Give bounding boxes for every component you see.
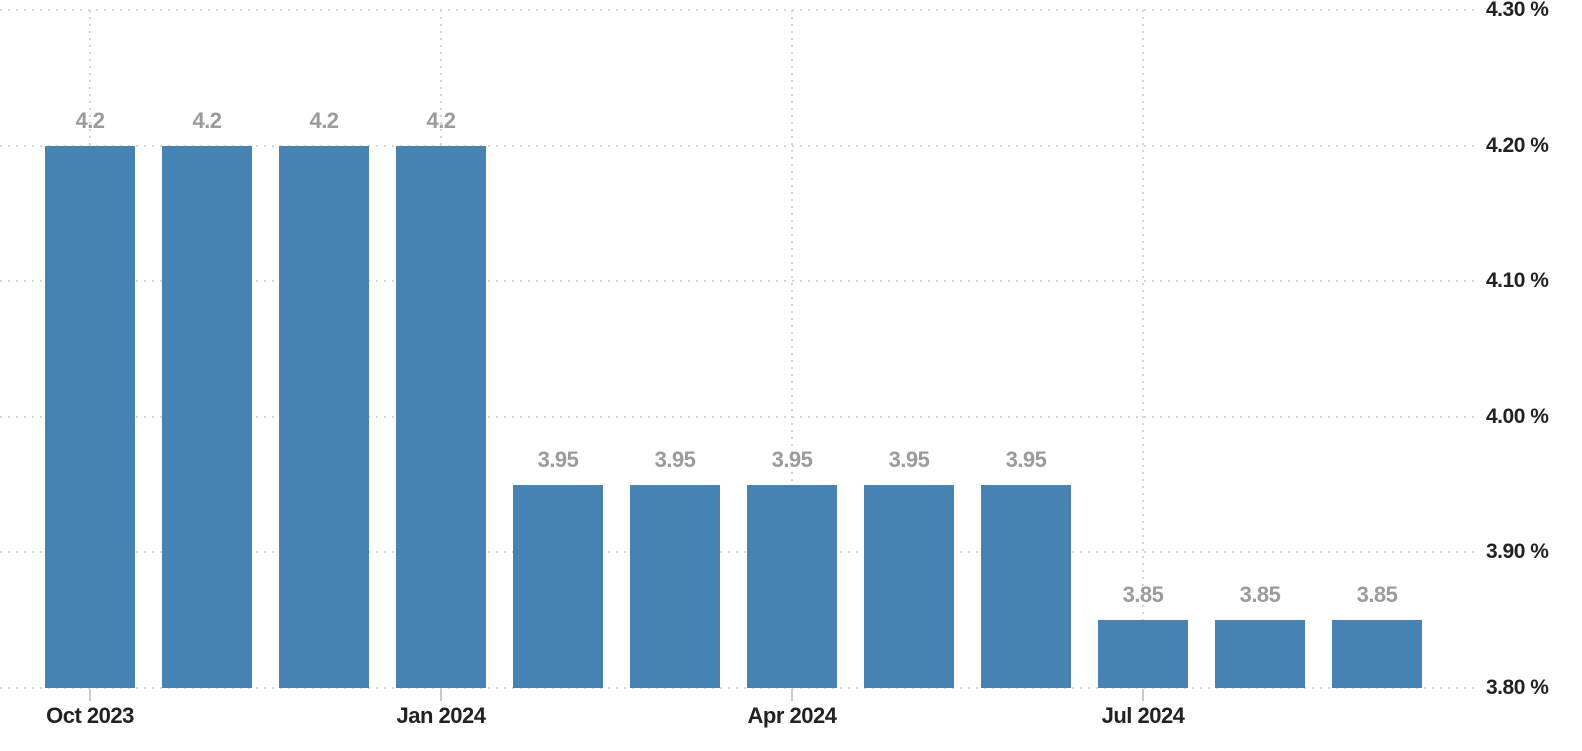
h-gridline [0, 9, 1478, 11]
x-tick-label: Apr 2024 [747, 703, 837, 728]
y-tick-label: 3.90 % [1486, 540, 1549, 564]
bar[interactable] [630, 484, 720, 688]
bar-value-label: 3.95 [771, 446, 813, 472]
v-gridline [1142, 10, 1144, 688]
bar-value-label: 4.2 [426, 107, 456, 133]
bar-value-label: 3.95 [537, 446, 579, 472]
v-gridline [791, 10, 793, 688]
bar[interactable] [981, 484, 1071, 688]
bar-value-label: 3.85 [1239, 582, 1281, 608]
bar[interactable] [1215, 620, 1305, 688]
h-gridline [0, 280, 1478, 283]
bar-value-label: 4.2 [75, 107, 105, 133]
h-gridline [0, 415, 1478, 418]
bar[interactable] [513, 484, 603, 688]
bar-value-label: 3.85 [1122, 582, 1164, 608]
x-tick-mark [791, 689, 793, 701]
bar-value-label: 4.2 [309, 107, 339, 133]
y-tick-label: 4.10 % [1486, 269, 1549, 293]
bar-value-label: 3.95 [888, 446, 930, 472]
bar[interactable] [45, 145, 135, 688]
h-gridline [0, 687, 1478, 689]
y-tick-label: 3.80 % [1486, 676, 1549, 699]
x-tick-mark [1142, 689, 1144, 701]
x-tick-label: Oct 2023 [46, 703, 134, 728]
bar[interactable] [1332, 620, 1422, 688]
h-gridline [0, 551, 1478, 554]
x-tick-mark [89, 689, 91, 701]
bar[interactable] [396, 145, 486, 688]
bar[interactable] [747, 484, 837, 688]
bar-value-label: 3.85 [1356, 582, 1398, 608]
y-tick-label: 4.00 % [1486, 404, 1549, 428]
x-tick-label: Jan 2024 [396, 703, 486, 728]
bar-value-label: 3.95 [1005, 446, 1047, 472]
h-gridline [0, 144, 1478, 147]
bar-value-label: 3.95 [654, 446, 696, 472]
bar[interactable] [864, 484, 954, 688]
x-tick-mark [440, 689, 442, 701]
y-tick-label: 4.20 % [1486, 133, 1549, 157]
x-tick-label: Jul 2024 [1101, 703, 1185, 728]
bar[interactable] [162, 145, 252, 688]
bar-value-label: 4.2 [192, 107, 222, 133]
y-tick-label: 4.30 % [1486, 0, 1549, 21]
bar[interactable] [1098, 620, 1188, 688]
bar[interactable] [279, 145, 369, 688]
